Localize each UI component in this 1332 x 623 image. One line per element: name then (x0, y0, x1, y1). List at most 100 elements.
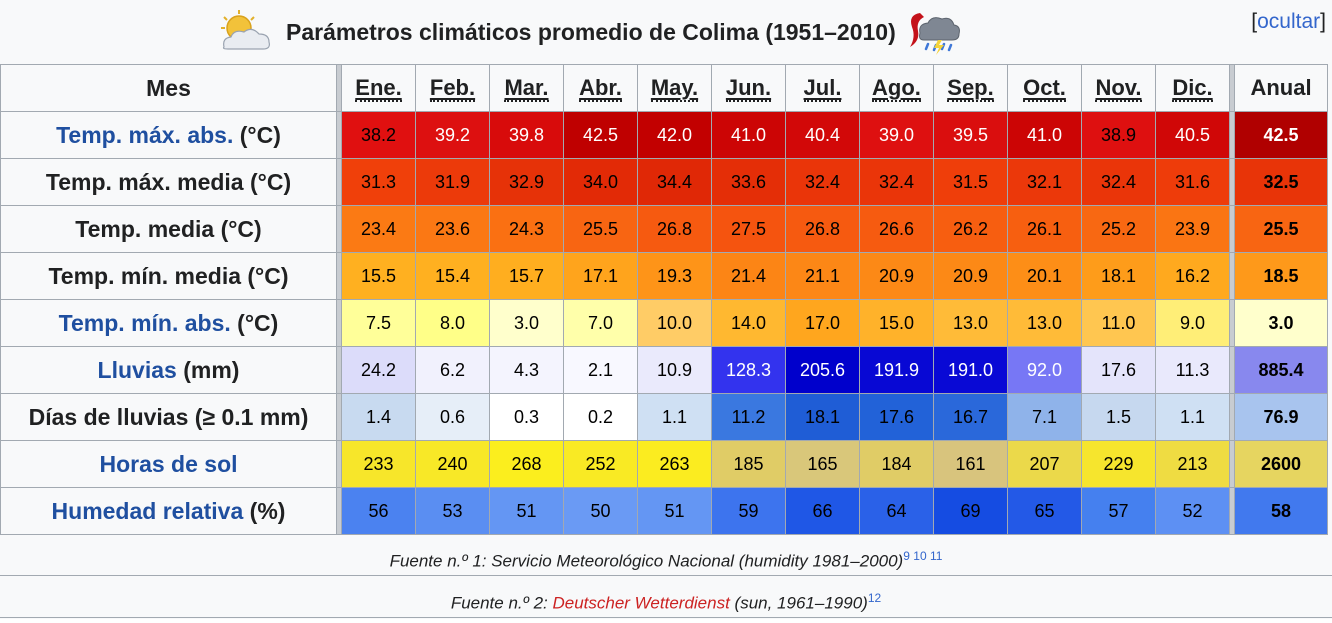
hide-link[interactable]: ocultar (1257, 10, 1321, 33)
table-cell: 31.6 (1155, 158, 1230, 206)
table-cell: 4.3 (489, 346, 564, 394)
table-cell: 41.0 (1007, 111, 1082, 159)
table-cell: 52 (1155, 487, 1230, 535)
table-cell: 263 (637, 440, 712, 488)
table-cell: 26.2 (933, 205, 1008, 253)
month-header[interactable]: Ene. (341, 64, 416, 112)
month-header[interactable]: Dic. (1155, 64, 1230, 112)
table-cell: 31.5 (933, 158, 1008, 206)
table-row: Humedad relativa (%) 56 53 51 50 51 59 66 64 69 65… (0, 487, 1328, 535)
table-cell: 15.4 (415, 252, 490, 300)
table-cell: 34.4 (637, 158, 712, 206)
annual-cell: 32.5 (1234, 158, 1328, 206)
table-cell: 23.6 (415, 205, 490, 253)
annual-cell: 76.9 (1234, 393, 1328, 441)
month-label[interactable]: Ago. (872, 75, 921, 102)
row-label-link[interactable]: Temp. mín. abs. (58, 309, 231, 336)
table-cell: 34.0 (563, 158, 638, 206)
table-row: Temp. máx. media (°C) 31.3 31.9 32.9 34.0 34.… (0, 158, 1328, 206)
month-header[interactable]: Oct. (1007, 64, 1082, 112)
month-header[interactable]: Jun. (711, 64, 786, 112)
row-label-text: Días de lluvias (≥ 0.1 mm) (28, 403, 309, 430)
table-cell: 19.3 (637, 252, 712, 300)
month-header[interactable]: Jul. (785, 64, 860, 112)
month-label[interactable]: Ene. (355, 75, 402, 102)
table-cell: 1.1 (1155, 393, 1230, 441)
month-header[interactable]: Ago. (859, 64, 934, 112)
caption-title-group: Parámetros climáticos promedio de Colima… (216, 6, 962, 58)
row-label-link[interactable]: Horas de sol (99, 450, 238, 477)
table-cell: 57 (1081, 487, 1156, 535)
table-cell: 2.1 (563, 346, 638, 394)
ref-link[interactable]: 11 (929, 549, 943, 563)
table-row: Temp. mín. abs. (°C) 7.5 8.0 3.0 7.0 10.0 14.0… (0, 299, 1328, 347)
row-label-link[interactable]: Temp. máx. abs. (56, 121, 234, 148)
table-cell: 17.6 (859, 393, 934, 441)
table-cell: 39.2 (415, 111, 490, 159)
table-cell: 51 (637, 487, 712, 535)
table-cell: 229 (1081, 440, 1156, 488)
ref-link[interactable]: 9 (903, 549, 910, 563)
table-cell: 39.5 (933, 111, 1008, 159)
row-label: Días de lluvias (≥ 0.1 mm) (0, 393, 337, 441)
row-label-text: Temp. media (°C) (75, 215, 262, 242)
table-cell: 32.4 (1081, 158, 1156, 206)
table-cell: 0.2 (563, 393, 638, 441)
table-cell: 39.8 (489, 111, 564, 159)
month-label[interactable]: Sep. (947, 75, 994, 102)
table-cell: 1.5 (1081, 393, 1156, 441)
annual-cell: 885.4 (1234, 346, 1328, 394)
row-label-text: (°C) (233, 121, 281, 148)
month-label[interactable]: Jun. (725, 75, 772, 102)
table-cell: 50 (563, 487, 638, 535)
month-label[interactable]: Jul. (803, 75, 842, 102)
month-label[interactable]: May. (650, 75, 699, 102)
month-label[interactable]: Nov. (1095, 75, 1142, 102)
annual-cell: 25.5 (1234, 205, 1328, 253)
source-2-ref[interactable]: 12 (867, 591, 882, 605)
month-header[interactable]: Feb. (415, 64, 490, 112)
month-label[interactable]: Feb. (429, 75, 476, 102)
table-cell: 42.0 (637, 111, 712, 159)
source-2: Fuente n.º 2: Deutscher Wetterdienst (su… (0, 579, 1332, 618)
table-cell: 15.5 (341, 252, 416, 300)
ref-link[interactable]: 10 (913, 549, 927, 563)
month-label[interactable]: Mar. (504, 75, 549, 102)
row-label-link[interactable]: Lluvias (97, 356, 177, 383)
dwd-link[interactable]: Deutscher Wetterdienst (552, 593, 730, 613)
month-label[interactable]: Oct. (1023, 75, 1066, 102)
table-cell: 18.1 (785, 393, 860, 441)
annual-cell: 3.0 (1234, 299, 1328, 347)
table-cell: 268 (489, 440, 564, 488)
table-cell: 13.0 (933, 299, 1008, 347)
table-cell: 6.2 (415, 346, 490, 394)
month-label[interactable]: Abr. (579, 75, 622, 102)
table-row: Horas de sol 233 240 268 252 263 185 165 184 161 2… (0, 440, 1328, 488)
table-cell: 31.3 (341, 158, 416, 206)
month-header[interactable]: Abr. (563, 64, 638, 112)
row-label-text: (mm) (176, 356, 240, 383)
row-label: Temp. mín. abs. (°C) (0, 299, 337, 347)
month-header[interactable]: Mar. (489, 64, 564, 112)
table-cell: 24.3 (489, 205, 564, 253)
row-label-text: Temp. mín. media (°C) (48, 262, 289, 289)
table-cell: 10.0 (637, 299, 712, 347)
table-cell: 240 (415, 440, 490, 488)
row-label-link[interactable]: Humedad relativa (51, 497, 244, 524)
toggle-hide: [ocultar] (1251, 10, 1326, 34)
table-cell: 17.1 (563, 252, 638, 300)
table-cell: 21.1 (785, 252, 860, 300)
caption-title: Parámetros climáticos promedio de Colima… (286, 18, 896, 45)
month-header[interactable]: Nov. (1081, 64, 1156, 112)
month-label[interactable]: Dic. (1172, 75, 1213, 102)
table-cell: 20.9 (933, 252, 1008, 300)
table-cell: 1.4 (341, 393, 416, 441)
table-cell: 16.2 (1155, 252, 1230, 300)
table-cell: 17.0 (785, 299, 860, 347)
table-cell: 1.1 (637, 393, 712, 441)
source-1: Fuente n.º 1: Servicio Meteorológico Nac… (0, 537, 1332, 576)
month-header[interactable]: May. (637, 64, 712, 112)
table-cell: 23.4 (341, 205, 416, 253)
month-header[interactable]: Sep. (933, 64, 1008, 112)
row-label: Temp. mín. media (°C) (0, 252, 337, 300)
